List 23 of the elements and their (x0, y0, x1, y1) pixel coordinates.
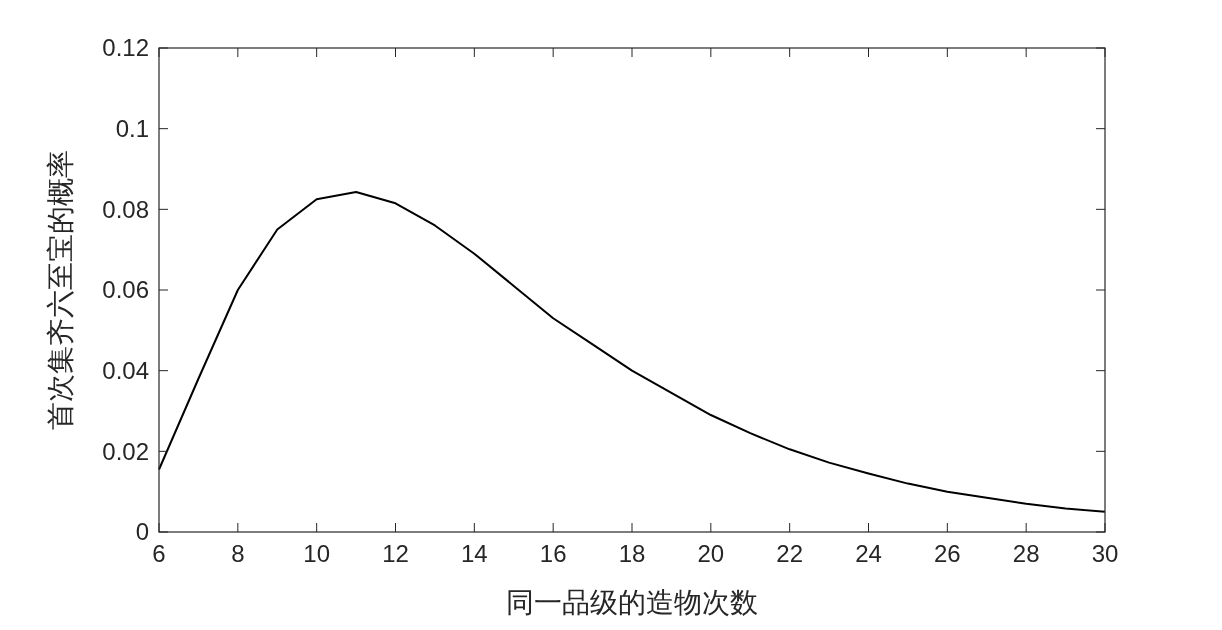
x-tick-label: 8 (231, 540, 245, 567)
y-tick-label: 0.06 (102, 276, 149, 304)
y-tick-label: 0.08 (102, 195, 149, 223)
x-tick-label: 6 (152, 540, 166, 567)
x-axis-title: 同一品级的造物次数 (506, 586, 758, 619)
y-tick-label: 0.12 (102, 34, 149, 62)
y-axis-title: 首次集齐六至宝的概率 (44, 150, 77, 430)
x-tick-label: 10 (303, 540, 331, 567)
x-tick-label: 22 (776, 540, 804, 567)
y-tick-label: 0.1 (115, 115, 149, 143)
x-tick-label: 12 (382, 540, 409, 567)
x-tick-label: 16 (539, 540, 567, 567)
x-tick-label: 26 (933, 540, 961, 567)
x-tick-label: 30 (1091, 540, 1119, 567)
line-series (158, 190, 1106, 513)
x-tick-label: 20 (697, 540, 725, 567)
x-tick-label: 24 (855, 540, 882, 567)
x-tick-label: 14 (460, 540, 488, 567)
y-tick-label: 0 (135, 518, 149, 546)
x-tick-label: 18 (618, 540, 646, 567)
y-tick-label: 0.02 (102, 437, 149, 465)
y-tick-label: 0.04 (102, 357, 149, 385)
x-tick-label: 28 (1012, 540, 1040, 567)
